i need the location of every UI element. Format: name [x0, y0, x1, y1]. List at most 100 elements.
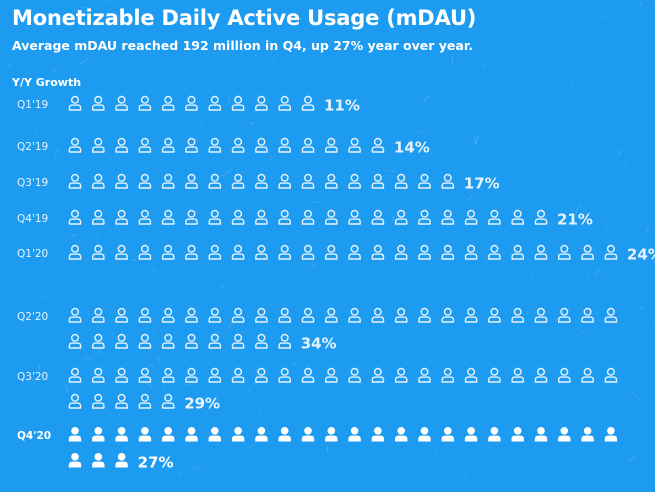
person-icon [581, 244, 594, 260]
person-icon [301, 427, 315, 442]
person-icon [441, 427, 454, 442]
person-icon [301, 95, 315, 111]
category-label: Q4'19 [17, 213, 48, 225]
person-icon [115, 453, 128, 468]
person-icon [348, 173, 361, 189]
chart-subtitle: Average mDAU reached 192 million in Q4, … [12, 38, 473, 53]
person-icon [208, 244, 222, 260]
person-icon [68, 95, 82, 111]
person-icon [92, 307, 105, 323]
person-icon [301, 307, 315, 323]
person-icon [161, 209, 175, 225]
person-icon [348, 137, 361, 153]
person-icon [231, 333, 245, 349]
person-icon [558, 367, 571, 383]
person-icon [604, 307, 618, 323]
person-icon [348, 209, 361, 225]
person-icon [185, 307, 198, 323]
person-icon [581, 307, 594, 323]
person-icon [161, 137, 175, 153]
person-icon [301, 137, 315, 153]
person-icon [371, 307, 385, 323]
person-icon [325, 173, 338, 189]
person-icon [394, 209, 408, 225]
person-icon [418, 209, 431, 225]
person-icon [255, 173, 268, 189]
person-icon [558, 307, 571, 323]
person-icon [161, 307, 175, 323]
person-icon [208, 427, 221, 442]
person-icon [68, 173, 82, 189]
person-icon [534, 367, 548, 383]
person-icon [278, 244, 291, 260]
person-icon [115, 95, 128, 111]
person-icon [301, 244, 315, 260]
person-icon [255, 367, 268, 383]
person-icon [325, 427, 338, 442]
person-icon [558, 427, 571, 442]
person-icon [441, 244, 455, 260]
person-icon [138, 173, 152, 189]
person-icon [301, 367, 315, 383]
person-icon [115, 307, 128, 323]
person-icon [68, 209, 82, 225]
person-icon [371, 367, 385, 383]
person-icon [371, 173, 385, 189]
person-icon [161, 393, 175, 409]
person-icon [185, 244, 198, 260]
person-icon [278, 427, 291, 442]
person-icon [185, 137, 198, 153]
person-icon [255, 244, 268, 260]
person-icon [185, 95, 198, 111]
person-icon [488, 307, 501, 323]
person-icon [68, 367, 82, 383]
person-icon [418, 307, 431, 323]
person-icon [394, 367, 408, 383]
category-label: Q2'20 [17, 311, 48, 323]
person-icon [418, 244, 431, 260]
person-icon [348, 427, 361, 442]
person-icon [371, 244, 385, 260]
person-icon [488, 427, 501, 442]
value-label: 21% [557, 211, 593, 229]
person-icon [464, 244, 478, 260]
person-icon [511, 427, 524, 442]
person-icon [185, 367, 198, 383]
person-icon [325, 209, 338, 225]
person-icon [278, 307, 291, 323]
person-icon [371, 427, 385, 442]
value-label: 27% [138, 454, 174, 472]
person-icon [394, 173, 408, 189]
person-icon [138, 209, 152, 225]
person-icon [255, 95, 268, 111]
person-icon [92, 427, 105, 442]
person-icon [115, 427, 128, 442]
person-icon [441, 173, 455, 189]
category-label: Q2'19 [17, 141, 48, 153]
person-icon [278, 367, 291, 383]
person-icon [138, 333, 152, 349]
person-icon [394, 244, 408, 260]
person-icon [604, 367, 618, 383]
person-icon [185, 333, 198, 349]
person-icon [464, 427, 478, 442]
person-icon [394, 307, 408, 323]
person-icon [301, 209, 315, 225]
person-icon [534, 427, 548, 442]
person-icon [511, 209, 524, 225]
person-icon [92, 137, 105, 153]
person-icon [371, 137, 385, 153]
person-icon [534, 209, 548, 225]
person-icon [115, 173, 128, 189]
person-icon [395, 427, 408, 442]
person-icon [464, 209, 478, 225]
person-icon [68, 244, 82, 260]
person-icon [138, 427, 152, 442]
person-icon [348, 367, 361, 383]
person-icon [185, 427, 198, 442]
person-icon [488, 367, 501, 383]
person-icon [325, 137, 338, 153]
person-icon [325, 367, 338, 383]
person-icon [231, 367, 245, 383]
person-icon [581, 367, 594, 383]
